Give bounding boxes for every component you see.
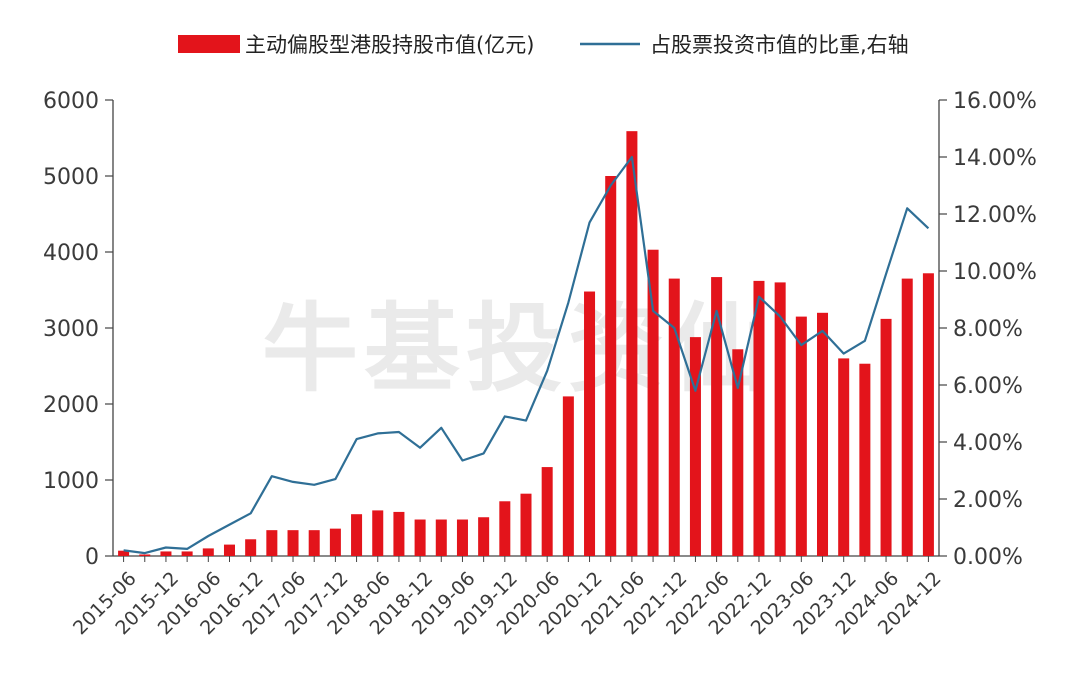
bar-2020-03 xyxy=(520,494,531,556)
bar-2024-09 xyxy=(902,279,913,556)
bar-2021-03 xyxy=(605,176,616,556)
right-y-tick-label: 16.00% xyxy=(953,89,1037,114)
right-y-tick-label: 8.00% xyxy=(953,317,1023,342)
left-y-tick-label: 6000 xyxy=(43,89,99,114)
bar-2016-06 xyxy=(203,548,214,556)
right-y-tick-label: 0.00% xyxy=(953,545,1023,570)
bar-2019-09 xyxy=(478,517,489,556)
bar-2020-06 xyxy=(542,467,553,556)
bar-2016-03 xyxy=(182,551,193,556)
bar-2021-12 xyxy=(669,279,680,556)
bar-2023-06 xyxy=(796,317,807,556)
bar-2019-03 xyxy=(436,520,447,556)
bar-2017-06 xyxy=(288,530,299,556)
bar-2021-09 xyxy=(648,250,659,556)
legend-bar-swatch xyxy=(178,35,240,53)
right-y-tick-label: 10.00% xyxy=(953,260,1037,285)
bar-2024-03 xyxy=(859,364,870,556)
right-y-tick-label: 12.00% xyxy=(953,203,1037,228)
x-axis-ticks: 2015-062015-122016-062016-122017-062017-… xyxy=(69,556,946,639)
bar-2024-12 xyxy=(923,273,934,556)
bar-2017-09 xyxy=(309,530,320,556)
left-y-tick-label: 3000 xyxy=(43,317,99,342)
right-y-ticks: 0.00% 2.00% 4.00% 6.00% 8.00% 10.00% 12.00% 14.… xyxy=(939,89,1037,570)
left-y-ticks: 0 1000 2000 3000 4000 5000 6000 xyxy=(43,89,113,570)
bar-2020-09 xyxy=(563,396,574,556)
bar-2020-12 xyxy=(584,292,595,556)
bar-2015-09 xyxy=(139,554,150,556)
right-y-tick-label: 2.00% xyxy=(953,488,1023,513)
left-y-tick-label: 2000 xyxy=(43,393,99,418)
bar-2023-09 xyxy=(817,313,828,556)
bar-2019-06 xyxy=(457,520,468,556)
bar-2022-09 xyxy=(732,349,743,556)
bar-2018-12 xyxy=(415,520,426,556)
right-y-tick-label: 6.00% xyxy=(953,374,1023,399)
left-y-tick-label: 1000 xyxy=(43,469,99,494)
bar-2015-12 xyxy=(160,551,171,556)
bar-2016-12 xyxy=(245,539,256,556)
legend: 主动偏股型港股持股市值(亿元) 占股票投资市值的比重,右轴 xyxy=(178,33,909,57)
legend-bar-label: 主动偏股型港股持股市值(亿元) xyxy=(245,33,534,57)
bar-2018-09 xyxy=(393,512,404,556)
left-y-tick-label: 4000 xyxy=(43,241,99,266)
bar-2017-03 xyxy=(266,530,277,556)
right-y-tick-label: 14.00% xyxy=(953,146,1037,171)
bar-2021-06 xyxy=(626,131,637,556)
legend-line-label: 占股票投资市值的比重,右轴 xyxy=(650,33,909,57)
bar-2022-06 xyxy=(711,277,722,556)
bar-2018-03 xyxy=(351,514,362,556)
bar-2019-12 xyxy=(499,501,510,556)
bar-2017-12 xyxy=(330,529,341,556)
left-y-tick-label: 0 xyxy=(85,545,99,570)
bar-2022-03 xyxy=(690,337,701,556)
bar-2022-12 xyxy=(753,281,764,556)
bar-2016-09 xyxy=(224,545,235,556)
bar-2023-12 xyxy=(838,358,849,556)
right-y-tick-label: 4.00% xyxy=(953,431,1023,456)
bar-2018-06 xyxy=(372,510,383,556)
left-y-tick-label: 5000 xyxy=(43,165,99,190)
bar-2024-06 xyxy=(881,319,892,556)
